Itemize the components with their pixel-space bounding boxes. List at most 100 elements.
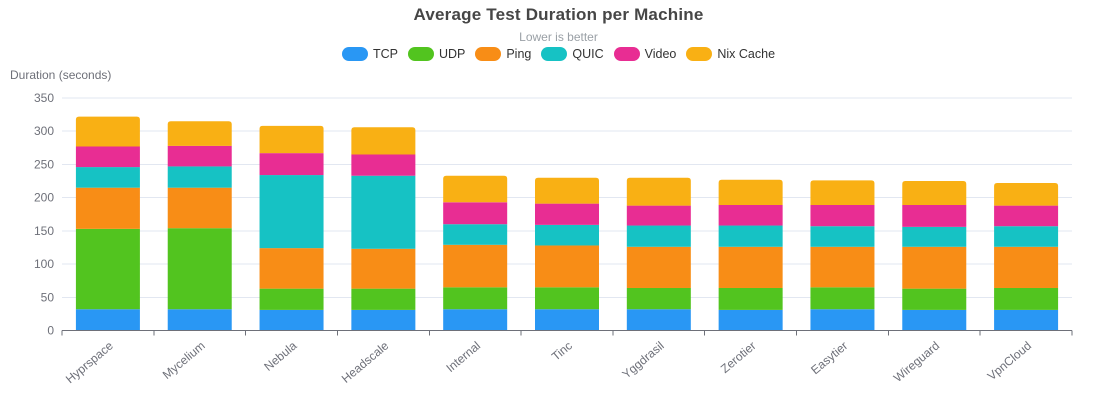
legend-label-quic: QUIC — [572, 47, 604, 61]
bar-segment-udp-wireguard[interactable] — [902, 288, 967, 310]
bar-segment-ping-headscale[interactable] — [351, 248, 416, 289]
bar-segment-quic-zerotier[interactable] — [718, 225, 783, 247]
bar-segment-quic-hyprspace[interactable] — [75, 167, 140, 188]
bar-segment-quic-yggdrasil[interactable] — [626, 225, 691, 247]
bar-segment-ping-zerotier[interactable] — [718, 246, 783, 288]
legend-swatch-tcp — [341, 47, 368, 61]
bar-segment-video-mycelium[interactable] — [167, 145, 232, 167]
bar-segment-video-nebula[interactable] — [259, 153, 324, 176]
x-category-label-wireguard: Wireguard — [891, 339, 942, 385]
bar-segment-nix-cache-headscale[interactable] — [351, 127, 416, 155]
bar-segment-udp-mycelium[interactable] — [167, 228, 232, 310]
y-tick-label: 100 — [34, 257, 54, 271]
bar-segment-tcp-hyprspace[interactable] — [75, 309, 140, 331]
x-category-label-easytier: Easytier — [808, 339, 850, 378]
legend-item-ping[interactable]: Ping — [475, 47, 531, 61]
chart-title: Average Test Duration per Machine — [413, 5, 704, 24]
bar-segment-tcp-headscale[interactable] — [351, 309, 416, 331]
bar-segment-ping-mycelium[interactable] — [167, 187, 232, 229]
bar-segment-nix-cache-hyprspace[interactable] — [75, 116, 140, 147]
legend-label-udp: UDP — [438, 47, 466, 61]
legend-item-video[interactable]: Video — [613, 47, 677, 61]
bar-segment-quic-nebula[interactable] — [259, 175, 324, 249]
x-category-label-hyprspace: Hyprspace — [63, 338, 116, 386]
bar-segment-tcp-yggdrasil[interactable] — [626, 309, 691, 331]
bar-segment-ping-nebula[interactable] — [259, 248, 324, 289]
bar-segment-ping-easytier[interactable] — [810, 246, 875, 288]
bar-segment-quic-mycelium[interactable] — [167, 166, 232, 188]
bar-segment-nix-cache-yggdrasil[interactable] — [626, 177, 691, 206]
bar-segment-nix-cache-nebula[interactable] — [259, 125, 324, 154]
bar-segment-quic-internal[interactable] — [443, 224, 508, 245]
bar-segment-udp-nebula[interactable] — [259, 288, 324, 310]
bar-segment-nix-cache-internal[interactable] — [443, 175, 508, 203]
bar-segment-video-hyprspace[interactable] — [75, 146, 140, 168]
bar-segment-quic-easytier[interactable] — [810, 226, 875, 247]
bar-segment-udp-zerotier[interactable] — [718, 287, 783, 310]
bar-segment-udp-headscale[interactable] — [351, 288, 416, 310]
bar-segment-tcp-zerotier[interactable] — [718, 309, 783, 331]
y-tick-label: 250 — [34, 157, 54, 171]
bar-segment-video-easytier[interactable] — [810, 204, 875, 227]
bar-segment-udp-internal[interactable] — [443, 287, 508, 310]
bar-segment-video-tinc[interactable] — [535, 203, 599, 225]
bar-segment-tcp-nebula[interactable] — [259, 309, 324, 331]
chart-subtitle: Lower is better — [519, 30, 598, 44]
bar-segment-ping-vpncloud[interactable] — [994, 246, 1059, 288]
bar-segment-video-internal[interactable] — [443, 202, 508, 225]
bar-segment-ping-tinc[interactable] — [535, 245, 599, 288]
y-axis-name: Duration (seconds) — [10, 68, 112, 82]
bar-segment-quic-headscale[interactable] — [351, 175, 416, 249]
bar-segment-ping-yggdrasil[interactable] — [626, 246, 691, 288]
legend-label-video: Video — [644, 47, 677, 61]
legend-swatch-quic — [541, 47, 568, 61]
x-category-label-vpncloud: VpnCloud — [985, 339, 1034, 384]
bar-segment-video-headscale[interactable] — [351, 154, 416, 176]
bar-segment-quic-tinc[interactable] — [535, 224, 599, 246]
bar-segment-quic-wireguard[interactable] — [902, 226, 967, 247]
x-category-label-internal: Internal — [443, 339, 483, 375]
bar-segment-nix-cache-zerotier[interactable] — [718, 179, 783, 205]
bar-segment-nix-cache-easytier[interactable] — [810, 180, 875, 205]
legend-swatch-video — [613, 47, 640, 61]
x-category-label-yggdrasil: Yggdrasil — [619, 339, 666, 382]
bar-segment-video-yggdrasil[interactable] — [626, 205, 691, 226]
bar-segment-quic-vpncloud[interactable] — [994, 226, 1059, 247]
bar-segment-tcp-wireguard[interactable] — [902, 309, 967, 331]
y-tick-label: 300 — [34, 124, 54, 138]
bar-segment-tcp-tinc[interactable] — [535, 309, 599, 331]
y-tick-label: 350 — [34, 91, 54, 105]
bar-segment-udp-yggdrasil[interactable] — [626, 287, 691, 310]
x-category-label-headscale: Headscale — [339, 338, 392, 385]
bar-segment-nix-cache-mycelium[interactable] — [167, 121, 232, 146]
bar-segment-ping-hyprspace[interactable] — [75, 187, 140, 229]
bar-segment-tcp-mycelium[interactable] — [167, 309, 232, 331]
bar-segment-udp-easytier[interactable] — [810, 287, 875, 310]
bar-segment-video-vpncloud[interactable] — [994, 205, 1059, 227]
bar-segment-ping-internal[interactable] — [443, 244, 508, 288]
legend-swatch-ping — [475, 47, 502, 61]
bar-segment-udp-vpncloud[interactable] — [994, 287, 1059, 310]
bar-segment-nix-cache-wireguard[interactable] — [902, 181, 967, 205]
x-category-label-zerotier: Zerotier — [718, 339, 759, 376]
legend-item-tcp[interactable]: TCP — [341, 47, 398, 61]
bar-segment-video-zerotier[interactable] — [718, 204, 783, 226]
legend: TCP UDP Ping QUIC Video Nix Cache — [0, 46, 1117, 62]
bar-segment-tcp-vpncloud[interactable] — [994, 309, 1059, 331]
bar-segment-video-wireguard[interactable] — [902, 204, 967, 227]
legend-item-nix-cache[interactable]: Nix Cache — [686, 47, 775, 61]
x-category-label-tinc: Tinc — [549, 339, 575, 364]
x-category-label-nebula: Nebula — [261, 338, 299, 373]
legend-item-quic[interactable]: QUIC — [541, 47, 604, 61]
bar-segment-tcp-internal[interactable] — [443, 309, 508, 331]
bar-segment-nix-cache-vpncloud[interactable] — [994, 183, 1059, 206]
bar-segment-ping-wireguard[interactable] — [902, 246, 967, 289]
y-tick-label: 0 — [47, 324, 54, 338]
legend-item-udp[interactable]: UDP — [407, 47, 466, 61]
bar-segment-tcp-easytier[interactable] — [810, 309, 875, 331]
bar-segment-udp-tinc[interactable] — [535, 287, 599, 310]
bar-segment-nix-cache-tinc[interactable] — [535, 177, 599, 204]
bar-segment-udp-hyprspace[interactable] — [75, 228, 140, 310]
